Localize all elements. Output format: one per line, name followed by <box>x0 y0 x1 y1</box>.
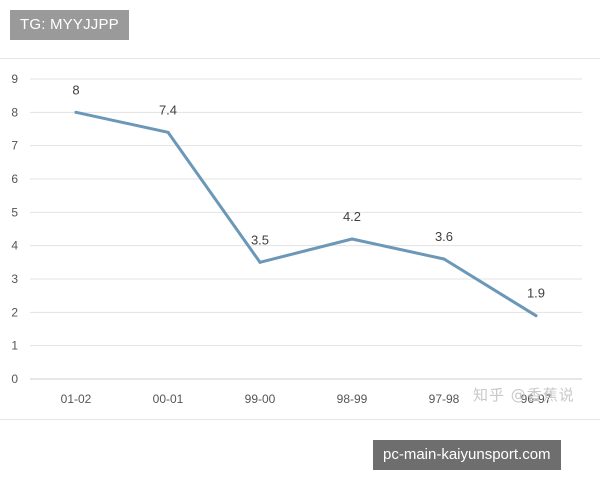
data-point <box>442 257 446 261</box>
x-tick-label: 98-99 <box>337 392 368 406</box>
data-label: 3.6 <box>435 229 453 244</box>
x-axis-ticks: 01-02 00-01 99-00 98-99 97-98 96-97 <box>61 392 552 406</box>
y-tick-label: 2 <box>11 305 18 319</box>
data-point <box>74 110 78 114</box>
y-tick-label: 7 <box>11 139 18 153</box>
series-line-group <box>74 110 538 318</box>
data-label: 4.2 <box>343 209 361 224</box>
y-tick-label: 0 <box>11 372 18 386</box>
x-tick-label: 00-01 <box>153 392 184 406</box>
x-tick-label: 97-98 <box>429 392 460 406</box>
data-point <box>166 130 170 134</box>
data-label: 7.4 <box>159 102 177 117</box>
y-tick-label: 1 <box>11 339 18 353</box>
gridlines <box>30 78 582 380</box>
data-point <box>534 314 538 318</box>
data-point <box>258 260 262 264</box>
site-badge: pc-main-kaiyunsport.com <box>373 440 561 470</box>
data-labels: 8 7.4 3.5 4.2 3.6 1.9 <box>72 82 545 300</box>
zhihu-watermark: 知乎 @香蕉说 <box>473 386 575 404</box>
x-tick-label: 99-00 <box>245 392 276 406</box>
data-point <box>350 237 354 241</box>
x-tick-label: 96-97 <box>521 392 552 406</box>
data-label: 3.5 <box>251 232 269 247</box>
y-tick-label: 5 <box>11 205 18 219</box>
y-tick-label: 9 <box>11 72 18 86</box>
series-line <box>74 110 538 318</box>
y-tick-label: 3 <box>11 272 18 286</box>
y-tick-label: 4 <box>11 239 18 253</box>
y-axis-ticks: 0 1 2 3 4 5 6 7 8 9 <box>11 72 18 386</box>
data-label: 8 <box>72 82 79 97</box>
tag-badge: TG: MYYJJPP <box>10 10 129 40</box>
y-tick-label: 8 <box>11 105 18 119</box>
y-tick-label: 6 <box>11 172 18 186</box>
x-tick-label: 01-02 <box>61 392 92 406</box>
data-label: 1.9 <box>527 286 545 301</box>
